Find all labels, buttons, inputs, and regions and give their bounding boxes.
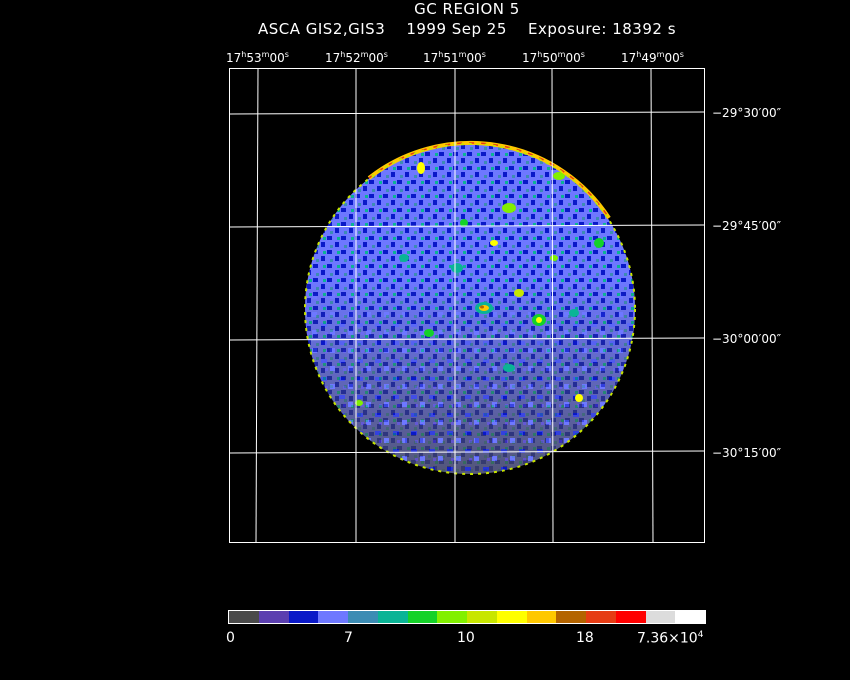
colorbar-swatch: [437, 611, 467, 623]
colorbar-swatch: [348, 611, 378, 623]
colorbar-label: 18: [576, 630, 594, 646]
colorbar-swatch: [556, 611, 586, 623]
image-title: GC REGION 5: [414, 0, 520, 18]
colorbar-label-min: 0: [226, 630, 235, 646]
colorbar-swatch: [377, 611, 408, 623]
field-edge: [304, 143, 636, 475]
dec-label: −30°15′00″: [712, 446, 782, 460]
colorbar-label-max: 7.36×104: [637, 630, 704, 647]
colorbar-swatch: [496, 611, 527, 623]
colorbar-swatch: [288, 611, 319, 623]
colorbar-label: 7: [344, 630, 353, 646]
colorbar-swatch: [526, 611, 557, 623]
colorbar-swatch: [229, 611, 259, 623]
colorbar-swatch: [407, 611, 438, 623]
dec-label: −29°30′00″: [712, 106, 782, 120]
colorbar-swatch: [318, 611, 348, 623]
ra-label: 17h51m00s: [423, 50, 486, 65]
ra-label: 17h53m00s: [226, 50, 289, 65]
colorbar-swatch: [645, 611, 676, 623]
xray-image-frame: [229, 68, 705, 543]
colorbar: [228, 610, 706, 624]
colorbar-swatch: [586, 611, 616, 623]
ra-label: 17h50m00s: [522, 50, 585, 65]
observation-info: ASCA GIS2,GIS3 1999 Sep 25 Exposure: 183…: [257, 20, 677, 38]
ra-label: 17h52m00s: [325, 50, 388, 65]
emission-blobs: [355, 162, 604, 406]
ra-label: 17h49m00s: [621, 50, 684, 65]
colorbar-swatch: [467, 611, 497, 623]
field-rim-highlight: [368, 142, 610, 219]
colorbar-swatch: [258, 611, 289, 623]
dec-label: −29°45′00″: [712, 219, 782, 233]
colorbar-swatch: [615, 611, 646, 623]
dec-label: −30°00′00″: [712, 332, 782, 346]
colorbar-label: 10: [457, 630, 475, 646]
xray-field-of-view: [305, 144, 635, 474]
coordinate-grid: [229, 68, 705, 543]
colorbar-swatch: [675, 611, 705, 623]
